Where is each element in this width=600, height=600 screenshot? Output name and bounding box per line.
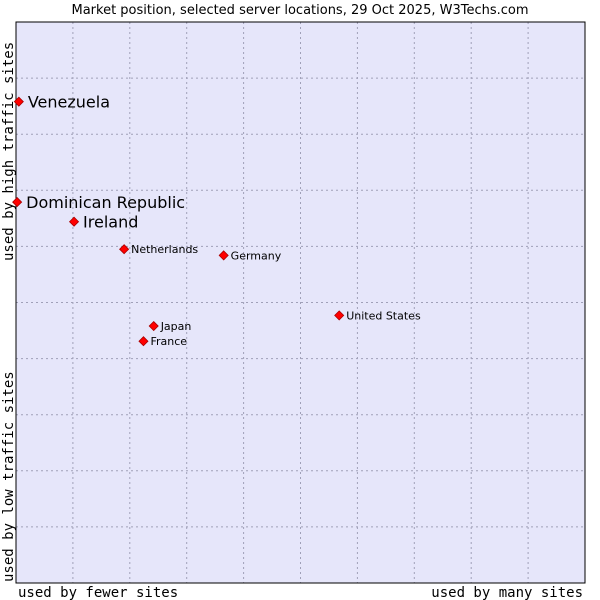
point-marker-ireland [68,216,80,227]
point-label-germany: Germany [231,249,282,262]
point-marker-germany [218,250,229,261]
point-label-venezuela: Venezuela [28,93,110,112]
point-label-dominican-republic: Dominican Republic [26,193,185,212]
point-marker-venezuela [13,96,24,107]
point-marker-united-states [334,310,345,321]
x-axis-label-right: used by many sites [431,585,583,600]
point-marker-france [138,336,149,347]
y-axis-label-top: used by high traffic sites [1,42,17,261]
point-marker-dominican-republic [12,197,23,208]
point-label-ireland: Ireland [83,213,138,232]
point-marker-netherlands [119,244,130,255]
point-label-france: France [150,335,187,348]
chart-title: Market position, selected server locatio… [71,3,528,18]
point-label-united-states: United States [346,309,421,322]
y-axis-label-bottom: used by low traffic sites [1,371,17,582]
plot-frame [15,21,586,584]
grid-lines [16,22,585,583]
point-marker-japan [148,320,159,332]
x-axis-label-left: used by fewer sites [18,585,178,600]
point-label-netherlands: Netherlands [131,243,198,256]
point-label-japan: Japan [160,320,192,333]
